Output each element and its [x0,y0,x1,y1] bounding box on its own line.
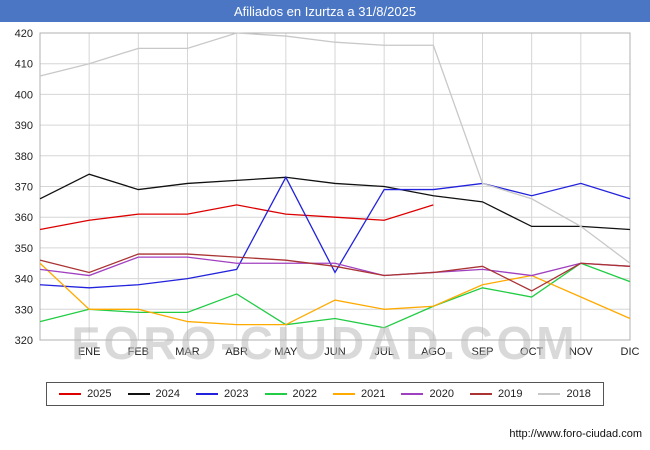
y-tick-label: 370 [15,182,33,194]
x-tick-label: MAY [274,346,298,358]
y-tick-label: 400 [15,89,33,101]
legend-item-2021: 2021 [333,388,385,400]
chart-legend: 2025 2024 2023 2022 2021 2020 2019 2018 [46,382,604,406]
y-tick-label: 410 [15,59,33,71]
footer-link[interactable]: http://www.foro-ciudad.com [509,428,642,440]
series-line-2022 [39,262,631,329]
x-tick-label: AGO [421,346,446,358]
legend-swatch-2024 [127,393,150,395]
x-tick-label: FEB [128,346,149,358]
series-line-2018 [39,32,631,264]
y-tick-label: 360 [15,212,33,224]
legend-wrap: 2025 2024 2023 2022 2021 2020 2019 2018 [0,382,650,406]
legend-swatch-2018 [538,393,561,395]
legend-item-2023: 2023 [196,388,249,400]
y-tick-label: 340 [15,274,33,286]
legend-swatch-2023 [196,393,219,395]
legend-label-2020: 2020 [429,388,454,400]
y-tick-label: 320 [15,335,33,347]
legend-label-2018: 2018 [566,388,591,400]
legend-item-2018: 2018 [538,388,591,400]
y-tick-label: 420 [15,28,33,40]
legend-label-2025: 2025 [87,388,112,400]
legend-swatch-2020 [401,393,424,395]
y-tick-label: 330 [15,304,33,316]
x-tick-label: SEP [471,346,493,358]
x-tick-label: ENE [78,346,101,358]
x-tick-label: DIC [621,346,640,358]
y-tick-label: 350 [15,243,33,255]
x-tick-label: NOV [569,346,594,358]
x-tick-label: MAR [175,346,200,358]
series-line-2023 [39,175,631,289]
legend-label-2019: 2019 [497,388,523,400]
x-tick-label: OCT [520,346,544,358]
chart-title: Afiliados en Izurtza a 31/8/2025 [233,3,417,19]
legend-item-2024: 2024 [127,388,181,400]
series-line-2019 [39,253,631,292]
legend-swatch-2022 [264,393,287,395]
x-tick-label: JUL [374,346,394,358]
legend-swatch-2025 [59,393,82,395]
series-line-2024 [39,173,631,231]
legend-item-2022: 2022 [264,388,317,400]
legend-item-2025: 2025 [59,388,112,400]
legend-swatch-2019 [469,393,492,395]
y-tick-label: 380 [15,151,33,163]
series-line-2025 [39,204,434,231]
legend-item-2019: 2019 [469,388,523,400]
legend-swatch-2021 [333,393,355,395]
legend-label-2022: 2022 [292,388,317,400]
legend-label-2021: 2021 [361,388,386,400]
legend-label-2023: 2023 [224,388,249,400]
x-tick-label: ABR [225,346,248,358]
plot-border [39,32,631,341]
chart-title-bar: Afiliados en Izurtza a 31/8/2025 [0,0,650,22]
x-tick-label: JUN [324,346,345,358]
legend-label-2024: 2024 [155,388,181,400]
series-line-2020 [39,256,631,277]
footer: http://www.foro-ciudad.com [509,428,642,440]
y-tick-label: 390 [15,120,33,132]
legend-item-2020: 2020 [401,388,454,400]
